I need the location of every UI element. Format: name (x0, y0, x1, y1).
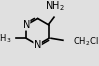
Text: N: N (22, 20, 30, 30)
Text: N: N (34, 40, 41, 50)
Text: CH$_2$Cl: CH$_2$Cl (73, 35, 98, 48)
Text: CH$_3$: CH$_3$ (0, 32, 11, 45)
Text: NH$_2$: NH$_2$ (45, 0, 65, 13)
